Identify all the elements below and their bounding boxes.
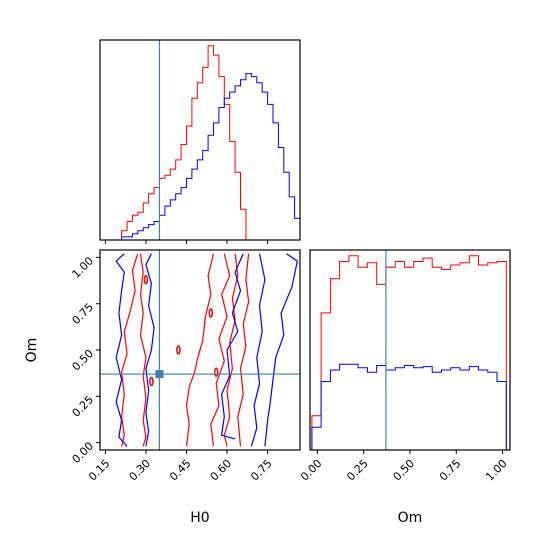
x-axis-label-h0: H0 [190, 510, 209, 526]
contour-line-series-1 [264, 253, 298, 447]
contour-line-series-0 [185, 253, 215, 447]
contour-line-series-1 [250, 253, 266, 447]
x-tick-label: 0.50 [391, 457, 418, 484]
contour-line-series-1 [221, 253, 244, 440]
y-axis-label-om: Om [24, 338, 40, 363]
contour-line-series-1 [145, 253, 155, 447]
y-tick-label: 0.75 [70, 301, 97, 328]
contour-line-series-0 [237, 253, 250, 447]
h0-histogram-panel [99, 39, 301, 244]
contour-line-series-0 [210, 253, 231, 447]
y-tick-label: 0.00 [70, 440, 97, 467]
axes-frame [99, 39, 301, 241]
contour-island [208, 308, 214, 318]
y-tick-label: 0.25 [70, 393, 97, 420]
histogram-series-0 [311, 255, 507, 450]
om-histogram-panel: 0.00 0.25 0.50 0.75 1.00 [298, 249, 511, 484]
h0-om-contour-panel: 0.15 0.30 0.45 0.60 0.75 0.00 0.25 0.50 0.75 1.00 [70, 249, 301, 484]
truth-marker [155, 370, 164, 379]
contour-area [115, 253, 298, 447]
x-tick-label: 0.45 [167, 457, 194, 484]
contour-line-series-0 [121, 253, 139, 447]
histogram-series-1 [116, 73, 301, 241]
contour-island [149, 376, 154, 387]
x-axis-label-om: Om [398, 510, 423, 526]
x-tick-label: 1.00 [483, 457, 510, 484]
x-tick-label: 0.30 [127, 457, 154, 484]
x-tick-label: 0.25 [344, 457, 371, 484]
x-tick-label: 0.75 [437, 457, 464, 484]
contour-island [213, 367, 219, 377]
y-tick-label: 1.00 [70, 254, 97, 281]
contour-island [176, 345, 181, 355]
x-tick-label: 0.00 [298, 457, 325, 484]
histogram-series-1 [311, 363, 507, 450]
contour-line-series-1 [115, 253, 128, 447]
x-tick-label: 0.75 [248, 457, 275, 484]
x-tick-label: 0.15 [86, 457, 113, 484]
x-tick-label: 0.60 [208, 457, 235, 484]
contour-line-series-0 [139, 253, 147, 447]
axes-frame [309, 249, 511, 451]
contour-line-series-0 [223, 253, 239, 447]
y-tick-label: 0.50 [70, 347, 97, 374]
contour-island [143, 274, 149, 285]
